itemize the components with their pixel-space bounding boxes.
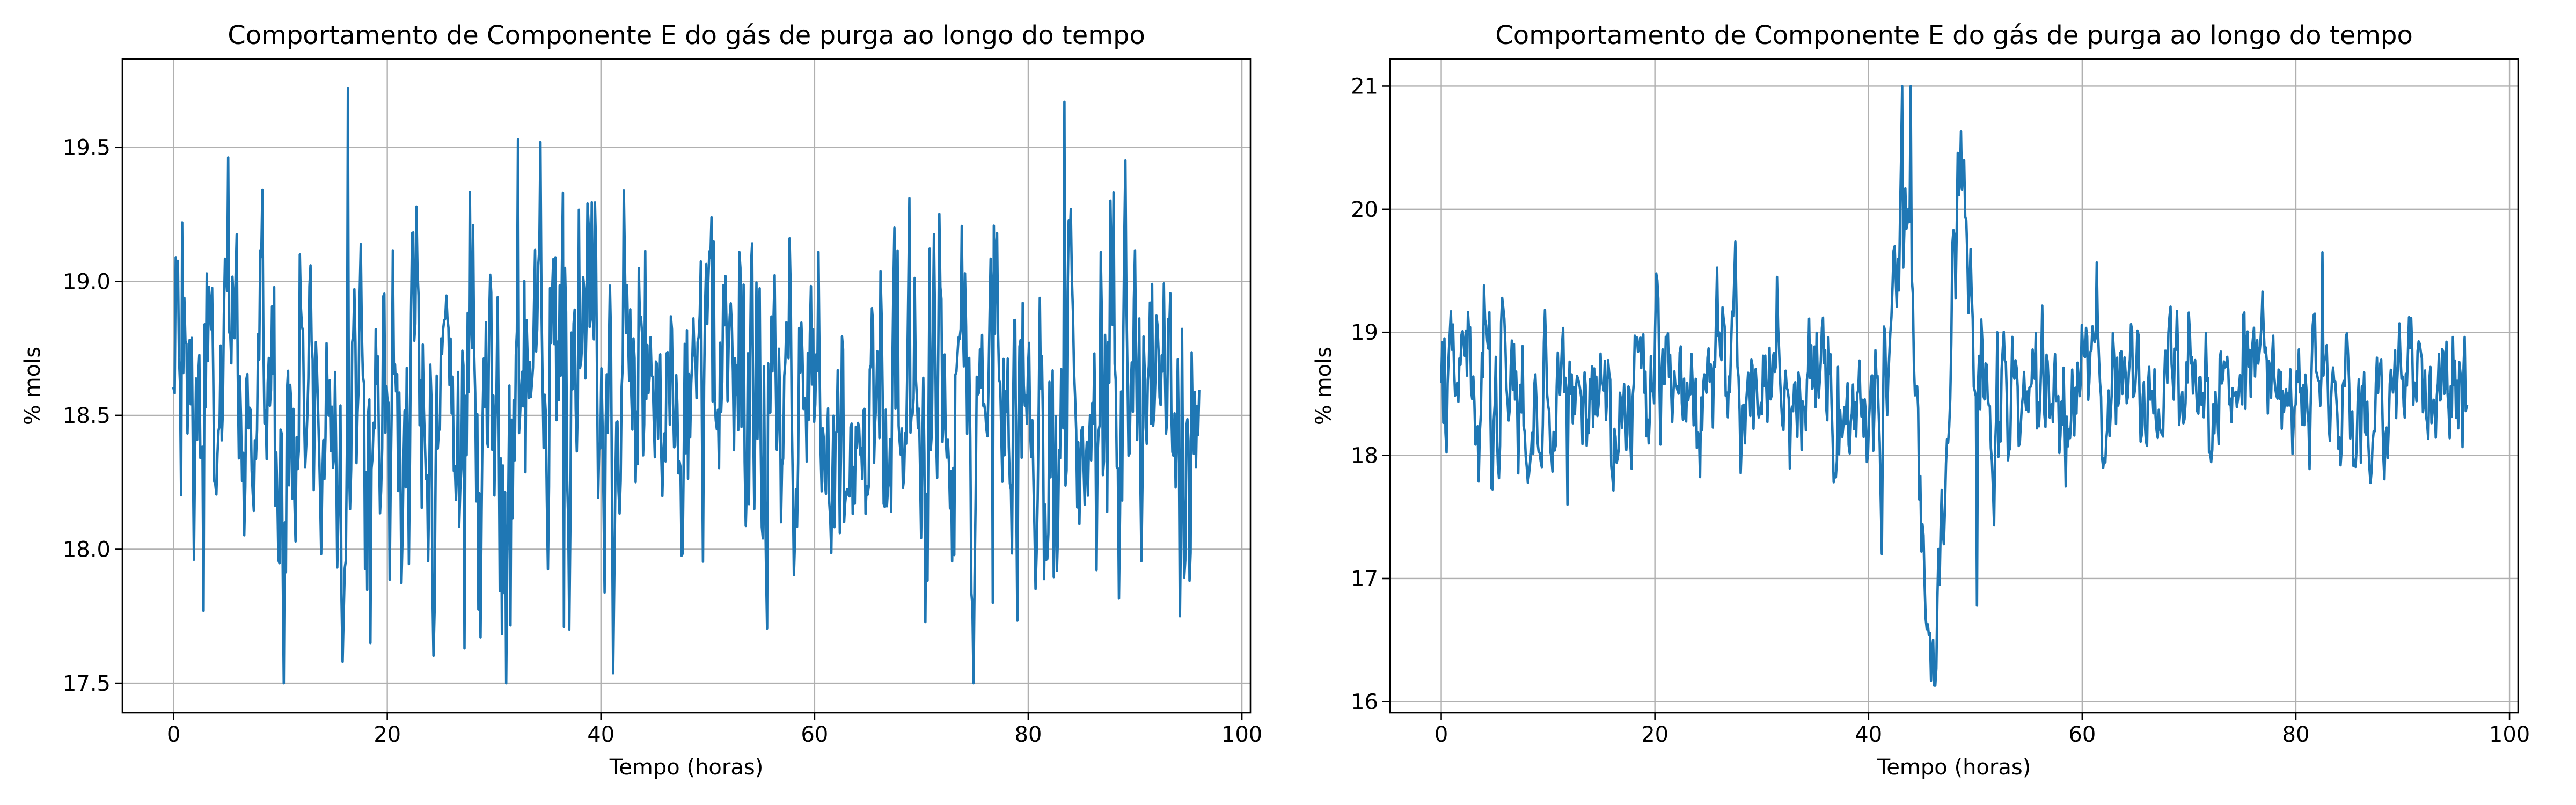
- chart-left-y-tick-label: 18.0: [63, 538, 111, 562]
- chart-right-y-tick-label: 20: [1351, 197, 1378, 222]
- chart-left-y-tick-label: 19.5: [63, 136, 111, 160]
- chart-right-x-tick-label: 60: [2068, 722, 2096, 747]
- chart-right-line-layer: [1440, 85, 2469, 687]
- chart-left-x-tick-label: 60: [801, 722, 828, 747]
- chart-left-x-tick-label: 80: [1015, 722, 1042, 747]
- chart-right-y-tick-label: 21: [1351, 74, 1378, 99]
- chart-right-x-axis-label: Tempo (horas): [1877, 755, 2031, 780]
- chart-left-y-tick-label: 19.0: [63, 269, 111, 294]
- chart-left-title: Comportamento de Componente E do gás de …: [228, 20, 1145, 50]
- chart-left-x-axis: 0 20 40 60 80 100: [167, 713, 1262, 747]
- chart-right-x-axis: 0 20 40 60 80 100: [1435, 713, 2530, 747]
- chart-right-x-tick-label: 80: [2282, 722, 2310, 747]
- chart-right-y-axis: 16 17 18 19 20 21: [1351, 74, 1390, 714]
- chart-left-x-axis-label: Tempo (horas): [609, 755, 764, 780]
- chart-right: Comportamento de Componente E do gás de …: [1312, 20, 2530, 780]
- chart-left-y-axis-label: % mols: [20, 347, 45, 425]
- chart-right-x-tick-label: 20: [1641, 722, 1668, 747]
- chart-right-series-line: [1440, 85, 2469, 687]
- chart-right-y-tick-label: 19: [1351, 320, 1378, 345]
- chart-right-x-tick-label: 0: [1435, 722, 1448, 747]
- chart-left-y-axis: 17.5 18.0 18.5 19.0 19.5: [63, 136, 122, 696]
- chart-left-x-tick-label: 20: [374, 722, 401, 747]
- chart-right-y-axis-label: % mols: [1312, 347, 1336, 425]
- chart-right-y-tick-label: 16: [1351, 690, 1378, 714]
- chart-right-plot-frame: [1389, 58, 2519, 714]
- chart-left-plot-frame: [121, 58, 1252, 714]
- chart-left-y-tick-label: 17.5: [63, 671, 111, 696]
- chart-left-series-line: [172, 87, 1201, 685]
- chart-left: Comportamento de Componente E do gás de …: [20, 20, 1262, 780]
- chart-left-y-tick-label: 18.5: [63, 404, 111, 428]
- chart-left-x-tick-label: 0: [167, 722, 180, 747]
- chart-right-y-tick-label: 18: [1351, 444, 1378, 469]
- chart-left-line-layer: [172, 87, 1201, 685]
- chart-right-title: Comportamento de Componente E do gás de …: [1495, 20, 2413, 50]
- chart-left-x-tick-label: 100: [1221, 722, 1262, 747]
- chart-right-x-tick-label: 40: [1855, 722, 1882, 747]
- chart-left-x-tick-label: 40: [587, 722, 614, 747]
- chart-right-x-tick-label: 100: [2489, 722, 2530, 747]
- chart-right-y-tick-label: 17: [1351, 567, 1378, 591]
